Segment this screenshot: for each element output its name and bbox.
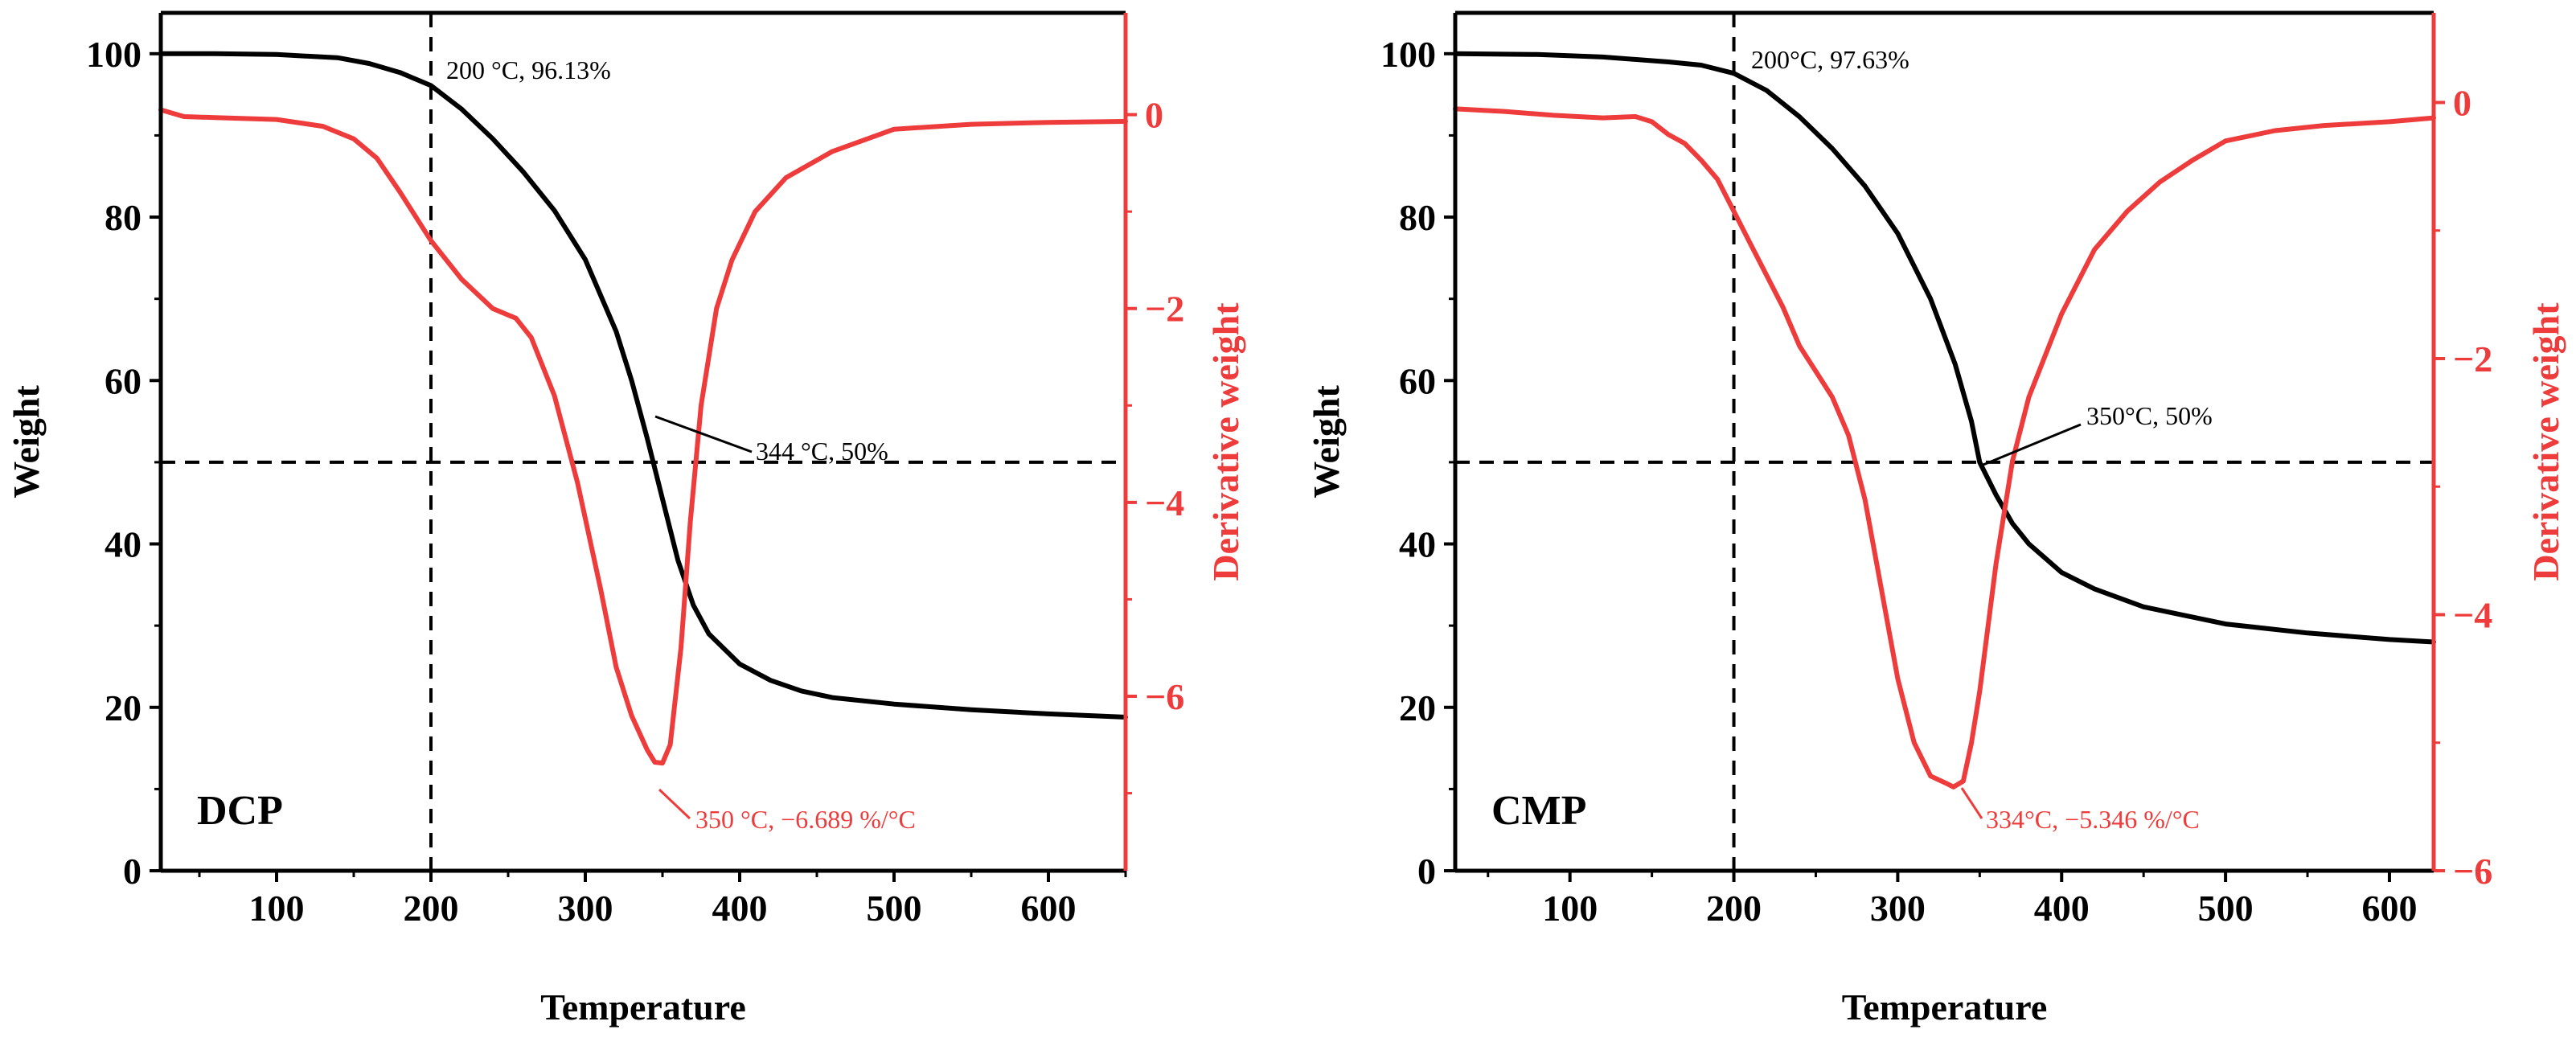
x-axis-title: Temperature: [540, 987, 746, 1028]
y-tick-label: 60: [1399, 360, 1436, 401]
half-weight-annotation: 344 °C, 50%: [756, 437, 888, 466]
x-tick-label: 300: [558, 888, 613, 929]
y2-axis-title: Derivative weight: [1205, 302, 1246, 581]
x-tick-label: 200: [1706, 888, 1762, 929]
peak-annotation-leader: [658, 788, 691, 820]
y2-tick-label: −4: [2453, 594, 2492, 635]
y2-tick-label: −4: [1145, 482, 1184, 523]
y-axis-title: Weight: [6, 385, 47, 498]
x-tick-label: 300: [1870, 888, 1926, 929]
onset-annotation: 200°C, 97.63%: [1751, 45, 1909, 74]
x-tick-label: 200: [404, 888, 459, 929]
panel-label: DCP: [197, 788, 283, 834]
weight-series-line: [1453, 51, 2436, 645]
peak-annotation: 334°C, −5.346 %/°C: [1986, 805, 2200, 834]
y-tick-label: 0: [123, 851, 142, 892]
half-annotation-leader: [654, 415, 753, 453]
y-axis-title: Weight: [1306, 385, 1347, 498]
x-tick-label: 100: [249, 888, 305, 929]
y2-tick-label: −2: [1145, 289, 1184, 330]
y2-tick-label: −2: [2453, 338, 2492, 379]
y2-tick-label: 0: [2453, 82, 2471, 123]
y-tick-label: 0: [1417, 851, 1436, 892]
onset-annotation: 200 °C, 96.13%: [446, 55, 611, 84]
x-tick-label: 100: [1542, 888, 1598, 929]
peak-annotation: 350 °C, −6.689 %/°C: [695, 805, 916, 834]
weight-series-line: [158, 51, 1128, 720]
derivative-series-line: [1453, 106, 2436, 790]
peak-annotation-leader: [1960, 787, 1983, 819]
derivative-series-line: [158, 107, 1128, 766]
y2-tick-label: −6: [1145, 676, 1184, 717]
y2-tick-label: −6: [2453, 851, 2492, 892]
y-tick-label: 20: [1399, 687, 1436, 728]
y2-tick-label: 0: [1145, 95, 1163, 136]
y-tick-label: 20: [105, 687, 142, 728]
y-tick-label: 80: [1399, 197, 1436, 238]
y-tick-label: 100: [1380, 34, 1436, 75]
x-axis-title: Temperature: [1842, 987, 2048, 1028]
y-tick-label: 80: [105, 197, 142, 238]
y-tick-label: 40: [105, 524, 142, 565]
y-tick-label: 40: [1399, 524, 1436, 565]
panel-cmp: 100 200 300 400 500 600 0 20 40 60 80 100 0 −2 −4 −6 Tem…: [1306, 10, 2566, 1028]
panel-dcp: 100 200 300 400 500 600 0 20 40 60 80 100 0 −2 −4 −6 Tem…: [6, 10, 1246, 1028]
x-tick-label: 600: [1021, 888, 1077, 929]
half-weight-annotation: 350°C, 50%: [2086, 401, 2213, 430]
half-annotation-leader: [1979, 423, 2082, 468]
panel-label: CMP: [1491, 788, 1586, 834]
y-tick-label: 60: [105, 360, 142, 401]
x-tick-label: 600: [2361, 888, 2417, 929]
y2-axis-title: Derivative weight: [2525, 302, 2566, 581]
x-tick-label: 500: [2198, 888, 2254, 929]
x-tick-label: 400: [712, 888, 768, 929]
y-tick-label: 100: [86, 34, 142, 75]
x-tick-label: 500: [867, 888, 922, 929]
x-tick-label: 400: [2034, 888, 2090, 929]
